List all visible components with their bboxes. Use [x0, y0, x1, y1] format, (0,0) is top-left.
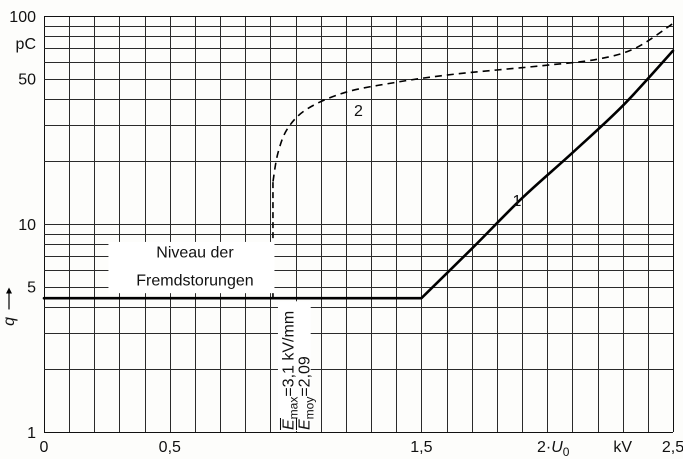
x-unit: kV	[613, 439, 632, 456]
y-tick-label: 10	[18, 217, 36, 234]
noise-level-line-1: Niveau der	[156, 245, 234, 262]
emax-annotation: Emax=3,1 kV/mm	[280, 311, 300, 430]
noise-level-line-2: Fremdstorungen	[136, 273, 253, 290]
x-tick-label: 0	[40, 439, 49, 456]
x-tick-label: 0,5	[159, 439, 181, 456]
y-unit: pC	[16, 36, 36, 53]
y-tick-label: 5	[27, 280, 36, 297]
axes: 0 0,5 1,5 2,5 2·U0 kV 1 5 10 50 100 pC q	[1, 9, 683, 459]
series-label-1: 1	[513, 193, 522, 210]
y-axis-label: q	[1, 317, 18, 326]
y-tick-label: 100	[9, 9, 36, 26]
series-label-2: 2	[354, 103, 363, 120]
series-line-2	[272, 22, 674, 182]
emoy-annotation: Emoy=2,09	[296, 356, 316, 430]
series-line-1	[42, 49, 675, 300]
labels-group: 1 2 Niveau der Fremdstorungen Emax=3,1 kV/mm…	[108, 103, 522, 431]
x-tick-label: 2,5	[662, 439, 683, 456]
y-tick-label: 1	[27, 425, 36, 442]
x-tick-label: 1,5	[410, 439, 432, 456]
y-tick-label: 50	[18, 72, 36, 89]
noise-label-background	[108, 241, 275, 294]
y-axis-arrow-head	[6, 287, 12, 294]
x-tick-label-u0: 2·U0	[537, 439, 570, 459]
grid	[43, 15, 675, 434]
series-group	[42, 22, 675, 300]
annotation-background	[277, 301, 311, 431]
